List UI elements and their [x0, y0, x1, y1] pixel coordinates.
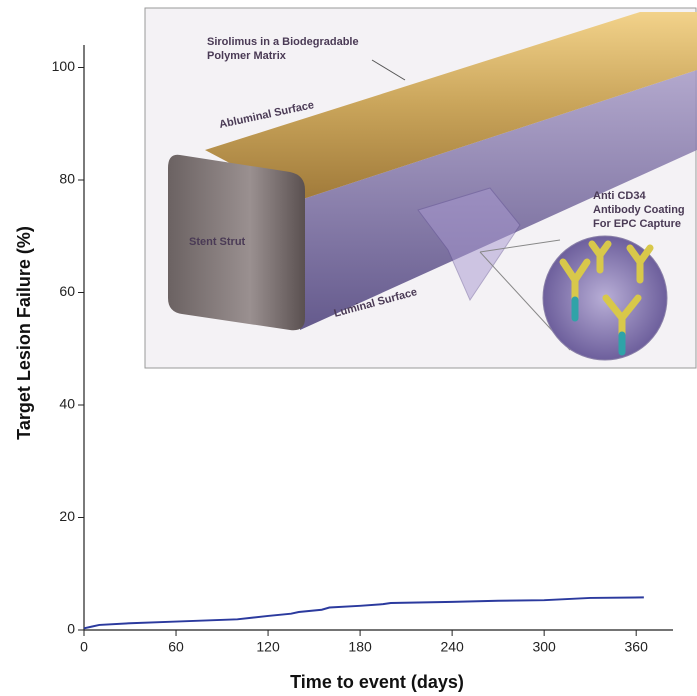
inset-label: For EPC Capture: [593, 218, 681, 230]
y-tick-label: 100: [52, 58, 76, 74]
inset-label: Sirolimus in a Biodegradable: [207, 36, 359, 48]
y-tick-label: 40: [59, 396, 75, 412]
y-tick-label: 60: [59, 283, 75, 299]
x-tick-label: 300: [532, 639, 556, 655]
y-tick-label: 80: [59, 171, 75, 187]
x-tick-label: 120: [256, 639, 280, 655]
inset-label: Polymer Matrix: [207, 50, 287, 62]
inset-label: Stent Strut: [189, 236, 246, 248]
inset-illustration: Sirolimus in a Biodegradable Polymer Mat…: [145, 8, 697, 368]
y-tick-label: 20: [59, 508, 75, 524]
chart: Time to event (days) Target Lesion Failu…: [0, 0, 697, 696]
x-axis-label: Time to event (days): [290, 672, 464, 692]
inset-label: Anti CD34: [593, 190, 646, 202]
line-series: [84, 597, 644, 628]
x-tick-label: 240: [440, 639, 464, 655]
y-tick-label: 0: [67, 621, 75, 637]
x-tick-label: 0: [80, 639, 88, 655]
y-axis-label: Target Lesion Failure (%): [14, 226, 34, 440]
x-tick-label: 180: [348, 639, 372, 655]
inset-label: Antibody Coating: [593, 204, 685, 216]
x-tick-label: 60: [168, 639, 184, 655]
x-tick-label: 360: [625, 639, 649, 655]
